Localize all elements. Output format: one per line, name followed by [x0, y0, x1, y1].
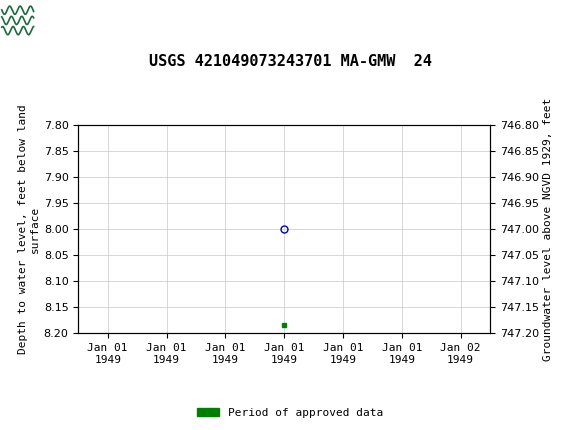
Y-axis label: Groundwater level above NGVD 1929, feet: Groundwater level above NGVD 1929, feet — [543, 97, 553, 361]
Text: USGS 421049073243701 MA-GMW  24: USGS 421049073243701 MA-GMW 24 — [148, 54, 432, 69]
Legend: Period of approved data: Period of approved data — [193, 403, 387, 422]
Text: USGS: USGS — [42, 12, 82, 29]
FancyBboxPatch shape — [1, 2, 68, 39]
Y-axis label: Depth to water level, feet below land
surface: Depth to water level, feet below land su… — [18, 104, 39, 354]
